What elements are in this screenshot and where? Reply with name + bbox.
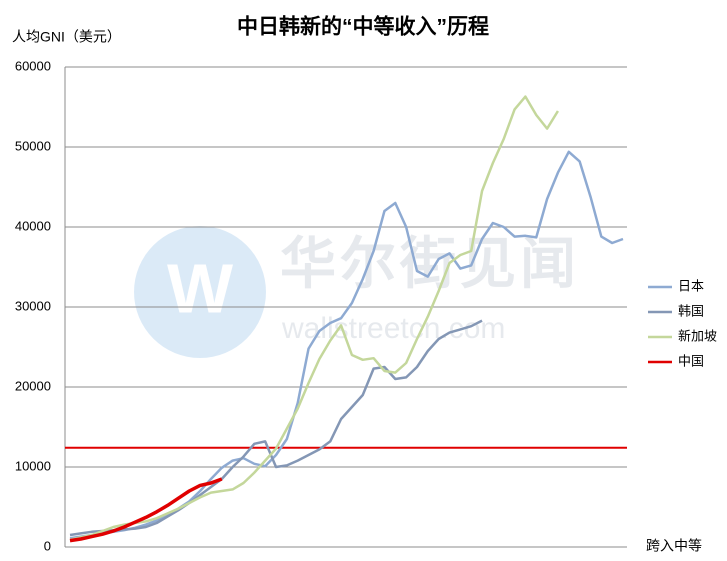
watermark-logo — [134, 226, 266, 358]
legend-label: 中国 — [678, 353, 704, 368]
y-tick-label: 30000 — [15, 298, 51, 313]
legend-label: 日本 — [678, 278, 704, 293]
series-line — [69, 477, 223, 543]
y-tick-label: 10000 — [15, 458, 51, 473]
series-line — [69, 319, 483, 537]
y-tick-label: 20000 — [15, 378, 51, 393]
series-line — [69, 95, 560, 542]
watermark-name: 华尔街见闻 — [280, 232, 580, 295]
legend-label: 韩国 — [678, 303, 704, 318]
watermark-logo-letter: W — [167, 249, 233, 327]
series-line — [69, 150, 624, 540]
chart-title: 中日韩新的“中等收入”历程 — [237, 15, 489, 39]
y-tick-label: 40000 — [15, 218, 51, 233]
y-tick-label: 0 — [44, 538, 51, 553]
y-tick-label: 60000 — [15, 58, 51, 73]
y-axis-label: 人均GNI（美元） — [12, 29, 121, 45]
y-tick-label: 50000 — [15, 138, 51, 153]
x-axis-label: 跨入中等 — [646, 538, 702, 554]
legend-label: 新加坡 — [678, 328, 717, 343]
